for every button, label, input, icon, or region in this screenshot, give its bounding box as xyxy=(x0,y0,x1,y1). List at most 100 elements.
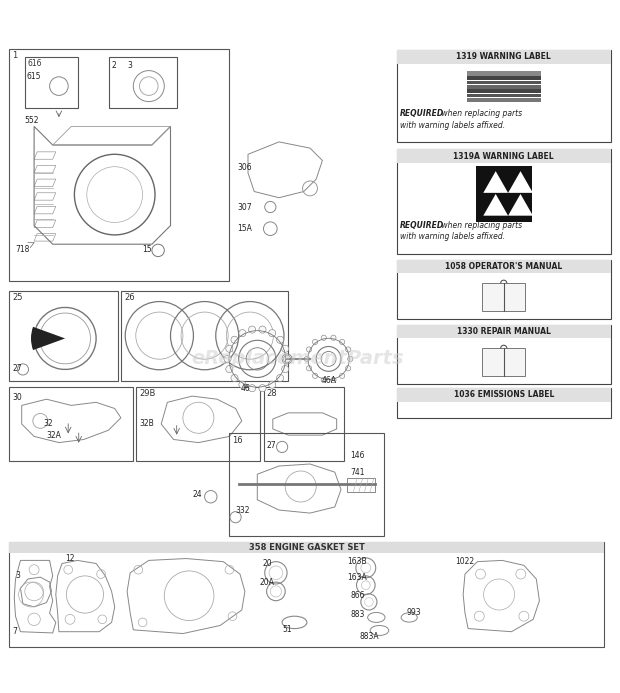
Bar xyxy=(136,387,260,462)
Circle shape xyxy=(239,381,246,388)
Text: 1036 EMISSIONS LABEL: 1036 EMISSIONS LABEL xyxy=(454,390,554,399)
Text: 307: 307 xyxy=(237,202,252,211)
Text: 3: 3 xyxy=(127,61,132,70)
Text: 163B: 163B xyxy=(347,557,367,566)
Circle shape xyxy=(268,381,276,388)
Circle shape xyxy=(226,345,233,352)
Circle shape xyxy=(231,374,238,382)
Bar xyxy=(264,387,344,462)
Circle shape xyxy=(239,330,246,337)
Circle shape xyxy=(312,374,317,378)
Bar xyxy=(397,149,611,163)
Text: 306: 306 xyxy=(237,164,252,173)
Bar xyxy=(397,388,611,418)
Circle shape xyxy=(345,347,351,352)
Bar xyxy=(503,349,526,376)
Text: 12: 12 xyxy=(65,554,74,563)
Text: 15: 15 xyxy=(143,245,153,254)
Bar xyxy=(397,325,611,338)
Circle shape xyxy=(331,335,336,340)
Circle shape xyxy=(283,356,291,362)
Circle shape xyxy=(306,366,312,371)
Text: 163A: 163A xyxy=(347,573,367,582)
Text: when replacing parts: when replacing parts xyxy=(439,109,522,119)
Text: 1: 1 xyxy=(12,51,17,60)
Text: 29B: 29B xyxy=(140,389,156,398)
Text: 1319 WARNING LABEL: 1319 WARNING LABEL xyxy=(456,53,551,62)
Text: 32B: 32B xyxy=(140,419,154,428)
Circle shape xyxy=(345,366,351,371)
Bar xyxy=(108,57,177,108)
Text: with warning labels affixed.: with warning labels affixed. xyxy=(400,121,505,130)
Circle shape xyxy=(268,330,276,337)
Bar xyxy=(503,283,526,311)
Text: 20: 20 xyxy=(262,559,272,568)
Text: 24: 24 xyxy=(192,490,202,499)
Text: when replacing parts: when replacing parts xyxy=(439,221,522,230)
Circle shape xyxy=(340,374,345,378)
Polygon shape xyxy=(484,194,508,216)
Circle shape xyxy=(226,365,233,373)
Bar xyxy=(397,260,611,273)
Text: 27: 27 xyxy=(267,441,277,450)
Text: 615: 615 xyxy=(27,72,41,81)
Circle shape xyxy=(304,356,309,362)
Bar xyxy=(397,325,611,384)
Bar xyxy=(466,80,541,85)
Bar xyxy=(397,50,611,64)
Text: with warning labels affixed.: with warning labels affixed. xyxy=(400,232,505,241)
Text: 15A: 15A xyxy=(237,225,252,234)
Circle shape xyxy=(249,385,255,392)
Text: REQUIRED: REQUIRED xyxy=(400,221,444,230)
Circle shape xyxy=(340,340,345,344)
Text: 1319A WARNING LABEL: 1319A WARNING LABEL xyxy=(453,152,554,161)
Circle shape xyxy=(281,365,289,373)
Text: 20A: 20A xyxy=(259,578,274,587)
Bar xyxy=(347,478,375,491)
Bar xyxy=(476,166,531,222)
Text: 1330 REPAIR MANUAL: 1330 REPAIR MANUAL xyxy=(457,327,551,336)
Polygon shape xyxy=(508,171,533,193)
Polygon shape xyxy=(484,171,508,193)
Circle shape xyxy=(259,326,266,333)
Text: 26: 26 xyxy=(124,293,135,302)
Text: 28: 28 xyxy=(267,389,277,398)
Circle shape xyxy=(224,356,231,362)
Circle shape xyxy=(348,356,353,362)
Bar xyxy=(466,71,541,76)
Bar xyxy=(9,387,133,462)
Text: 16: 16 xyxy=(232,436,243,445)
Circle shape xyxy=(249,326,255,333)
Text: 146: 146 xyxy=(350,451,365,460)
Text: 32: 32 xyxy=(43,419,53,428)
Circle shape xyxy=(277,374,284,382)
Bar xyxy=(466,85,541,89)
Text: 46: 46 xyxy=(241,384,250,393)
Text: 883: 883 xyxy=(350,610,365,619)
Text: 358 ENGINE GASKET SET: 358 ENGINE GASKET SET xyxy=(249,543,365,552)
Text: 718: 718 xyxy=(16,245,30,254)
Text: 51: 51 xyxy=(282,625,292,634)
Circle shape xyxy=(231,336,238,343)
Bar xyxy=(466,89,541,93)
Text: 27: 27 xyxy=(12,364,22,373)
Circle shape xyxy=(306,347,312,352)
Bar xyxy=(466,76,541,80)
Circle shape xyxy=(321,378,326,383)
Text: 993: 993 xyxy=(406,608,421,617)
Text: 2: 2 xyxy=(112,61,117,70)
Bar xyxy=(229,433,384,536)
Bar xyxy=(482,349,503,376)
Bar xyxy=(121,290,288,380)
Polygon shape xyxy=(508,194,533,216)
Bar xyxy=(9,290,118,380)
Text: 1022: 1022 xyxy=(456,557,475,566)
Text: 30: 30 xyxy=(12,394,22,403)
Bar xyxy=(466,94,541,97)
Text: 25: 25 xyxy=(12,293,23,302)
Circle shape xyxy=(321,335,326,340)
Bar xyxy=(397,149,611,254)
Bar xyxy=(9,542,604,647)
Text: 7: 7 xyxy=(12,627,17,636)
Text: 866: 866 xyxy=(350,591,365,600)
